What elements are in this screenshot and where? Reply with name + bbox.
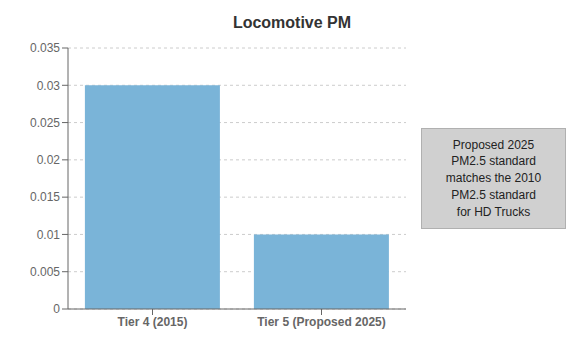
svg-text:0.015: 0.015 — [30, 190, 60, 204]
svg-text:0.02: 0.02 — [37, 153, 61, 167]
svg-text:0.035: 0.035 — [30, 41, 60, 55]
html-text:Locomotive PM: Locomotive PM — [232, 14, 352, 31]
svg-text:Tier 4 (2015): Tier 4 (2015) — [118, 315, 188, 329]
svg-text:0.025: 0.025 — [30, 116, 60, 130]
svg-text:0.01: 0.01 — [37, 228, 61, 242]
svg-text:0.005: 0.005 — [30, 265, 60, 279]
html-text:Proposed 2025 PM2.5 standard m: Proposed 2025 PM2.5 standard matches the… — [445, 137, 542, 219]
svg-text:Tier 5 (Proposed 2025): Tier 5 (Proposed 2025) — [257, 315, 386, 329]
svg-text:0.03: 0.03 — [37, 79, 61, 93]
svg-text:0: 0 — [53, 302, 60, 316]
